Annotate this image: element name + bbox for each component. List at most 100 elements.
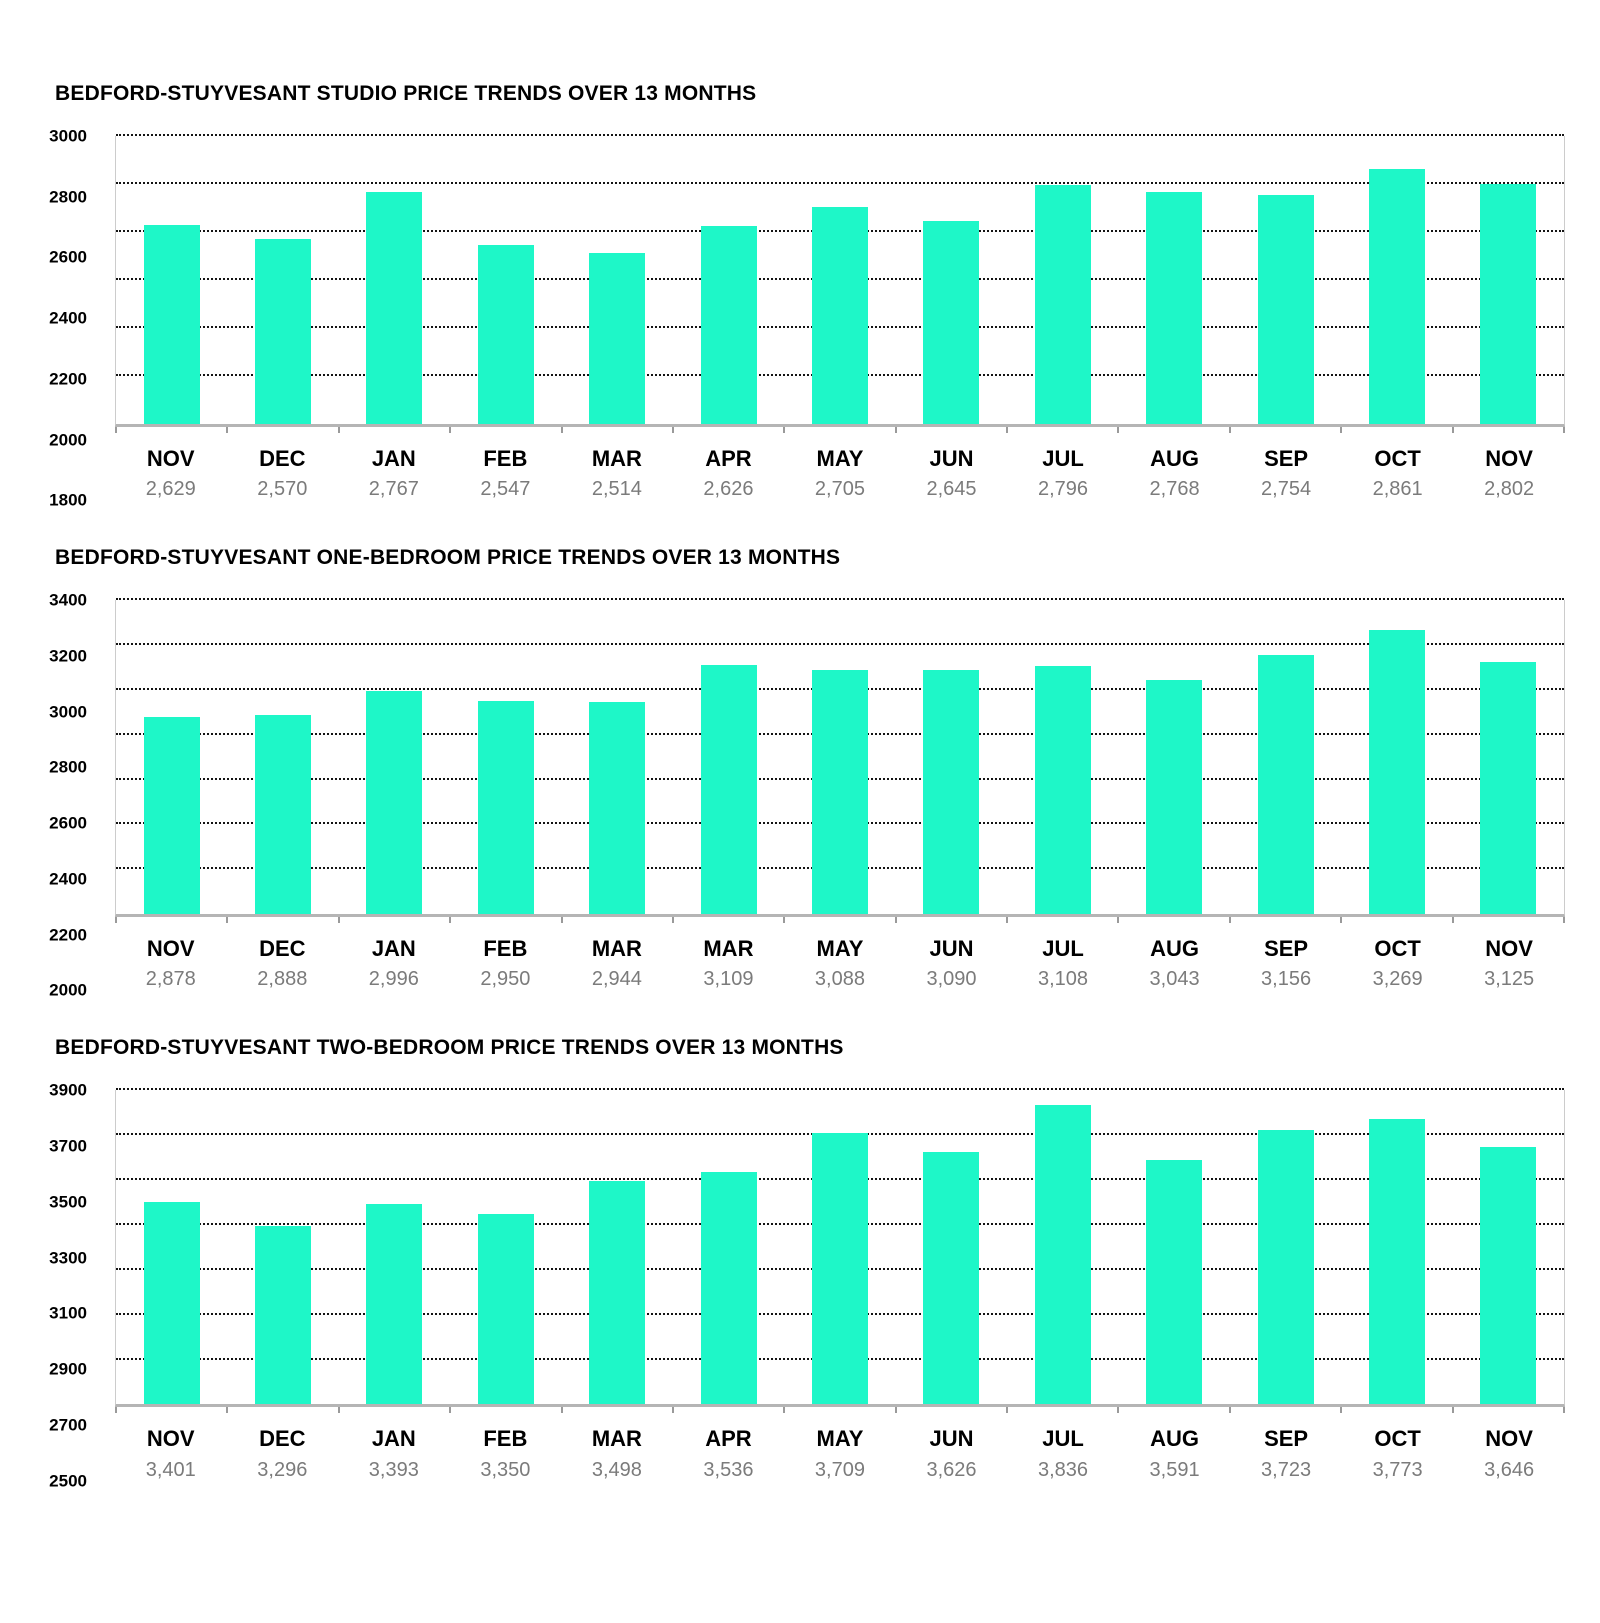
x-axis-tick	[560, 917, 563, 924]
x-axis-labels-studio: NOV 2,629 DEC 2,570 JAN 2,767 FEB 2,547 MAR 2,514…	[115, 446, 1565, 501]
bar-10-sep	[1257, 195, 1314, 424]
value-label: 3,108	[1037, 968, 1089, 991]
month-label: MAR	[703, 936, 754, 962]
y-axis-tick-label-3900: 3900	[49, 1080, 87, 1100]
x-axis-tick	[671, 427, 674, 433]
x-axis-tick	[449, 427, 452, 433]
x-axis-tick	[449, 1407, 452, 1414]
bar-7-jun	[923, 669, 980, 915]
gridline-2800	[116, 182, 1564, 184]
y-axis-tick-label-2200: 2200	[49, 369, 87, 389]
month-label: NOV	[146, 1426, 195, 1452]
chart-section-one-bedroom: BEDFORD-STUYVESANT ONE-BEDROOM PRICE TRE…	[0, 546, 1600, 999]
x-label-cell-4: MAR 2,514	[561, 446, 673, 501]
x-label-cell-1: DEC 2,570	[227, 446, 339, 500]
month-label: MAR	[591, 936, 642, 962]
value-label: 3,125	[1484, 968, 1535, 991]
month-label: NOV	[1485, 446, 1533, 471]
bar-1-dec	[255, 1225, 312, 1405]
x-label-cell-6: MAY 2,705	[784, 446, 896, 500]
value-label: 3,393	[368, 1458, 419, 1481]
y-axis-tick-label-2800: 2800	[49, 187, 87, 207]
plot-area-one-bedroom	[115, 598, 1565, 924]
x-label-cell-2: JAN 3,393	[338, 1427, 450, 1481]
bar-11-oct	[1368, 169, 1425, 424]
x-label-cell-6: MAY 3,088	[784, 936, 896, 990]
x-label-cell-9: AUG 2,768	[1119, 446, 1231, 500]
x-label-cell-11: OCT 3,773	[1342, 1427, 1454, 1481]
month-label: NOV	[146, 446, 195, 471]
month-label: JUL	[1042, 1426, 1084, 1452]
value-label: 2,950	[480, 968, 531, 991]
bar-9-aug	[1146, 1159, 1203, 1405]
x-axis-tick	[671, 917, 674, 924]
x-axis-tick	[1117, 427, 1120, 433]
x-axis-tick	[226, 917, 229, 924]
month-label: AUG	[1150, 446, 1199, 471]
value-label: 2,878	[145, 968, 196, 991]
month-label: DEC	[259, 446, 306, 471]
value-label: 3,269	[1372, 968, 1423, 991]
value-label: 2,626	[703, 478, 754, 501]
month-label: SEP	[1264, 936, 1309, 962]
x-axis-tick	[1451, 427, 1454, 433]
month-label: NOV	[146, 936, 195, 962]
value-label: 3,498	[591, 1458, 642, 1481]
bar-9-aug	[1146, 680, 1203, 915]
x-axis-tick	[1228, 1407, 1231, 1414]
x-axis-tick	[1228, 917, 1231, 924]
x-label-cell-8: JUL 2,796	[1007, 446, 1119, 501]
y-axis-tick-label-2400: 2400	[49, 308, 87, 328]
x-axis-tick	[1563, 917, 1565, 924]
x-axis-tick	[1006, 917, 1009, 924]
value-label: 3,401	[145, 1458, 196, 1481]
x-axis-tick	[894, 917, 897, 924]
x-axis-tick	[560, 427, 563, 433]
y-axis-tick-label-2700: 2700	[49, 1415, 87, 1435]
x-label-cell-10: SEP 2,754	[1230, 446, 1342, 500]
x-axis-tick	[1563, 1407, 1565, 1414]
y-axis-tick-label-2600: 2600	[49, 247, 87, 267]
bar-6-may	[812, 1133, 868, 1405]
value-label: 3,646	[1484, 1458, 1535, 1481]
bar-4-mar	[589, 702, 646, 915]
bar-10-sep	[1257, 654, 1314, 915]
bar-3-feb	[477, 701, 534, 915]
x-axis-tick	[115, 917, 117, 924]
month-label: MAY	[816, 1426, 864, 1452]
value-label: 2,796	[1037, 478, 1089, 501]
value-label: 2,629	[145, 478, 196, 501]
value-label: 2,996	[368, 968, 419, 991]
x-label-cell-2: JAN 2,767	[338, 446, 450, 500]
value-label: 3,773	[1372, 1458, 1423, 1481]
page: BEDFORD-STUYVESANT STUDIO PRICE TRENDS O…	[0, 82, 1600, 1489]
value-label: 2,802	[1484, 478, 1535, 501]
x-label-cell-1: DEC 3,296	[227, 1427, 339, 1481]
y-axis-tick-label-2500: 2500	[49, 1471, 87, 1491]
x-label-cell-10: SEP 3,723	[1230, 1427, 1342, 1481]
x-axis-tick	[1006, 427, 1009, 433]
value-label: 2,861	[1372, 478, 1423, 501]
month-label: JUN	[929, 446, 974, 471]
value-label: 3,296	[257, 1458, 308, 1481]
value-label: 3,626	[926, 1458, 977, 1481]
value-label: 3,350	[480, 1458, 531, 1481]
bar-1-dec	[255, 239, 312, 424]
x-axis-tick	[337, 427, 340, 433]
bar-0-nov	[143, 1202, 200, 1405]
chart-section-studio: BEDFORD-STUYVESANT STUDIO PRICE TRENDS O…	[0, 82, 1600, 509]
value-label: 2,514	[591, 478, 642, 501]
month-label: SEP	[1264, 446, 1309, 471]
bar-2-jan	[366, 1204, 423, 1405]
x-label-cell-11: OCT 3,269	[1342, 936, 1454, 991]
month-label: OCT	[1374, 936, 1421, 962]
y-axis-tick-label-3400: 3400	[49, 590, 87, 610]
gridline-3900	[116, 1088, 1564, 1091]
chart-body-one-bedroom: 3400 3200 3000 2800 2600 2400 2200 2000 NOV 2,87…	[49, 592, 1565, 999]
x-axis-tick	[226, 1407, 229, 1414]
chart-body-two-bedroom: 3900 3700 3500 3300 3100 2900 2700 2500 NOV 3,40…	[49, 1082, 1565, 1489]
bar-10-sep	[1257, 1130, 1314, 1405]
y-axis-one-bedroom: 3400 3200 3000 2800 2600 2400 2200 2000	[0, 592, 101, 999]
x-axis-tick	[783, 427, 786, 433]
bar-4-mar	[589, 252, 646, 424]
